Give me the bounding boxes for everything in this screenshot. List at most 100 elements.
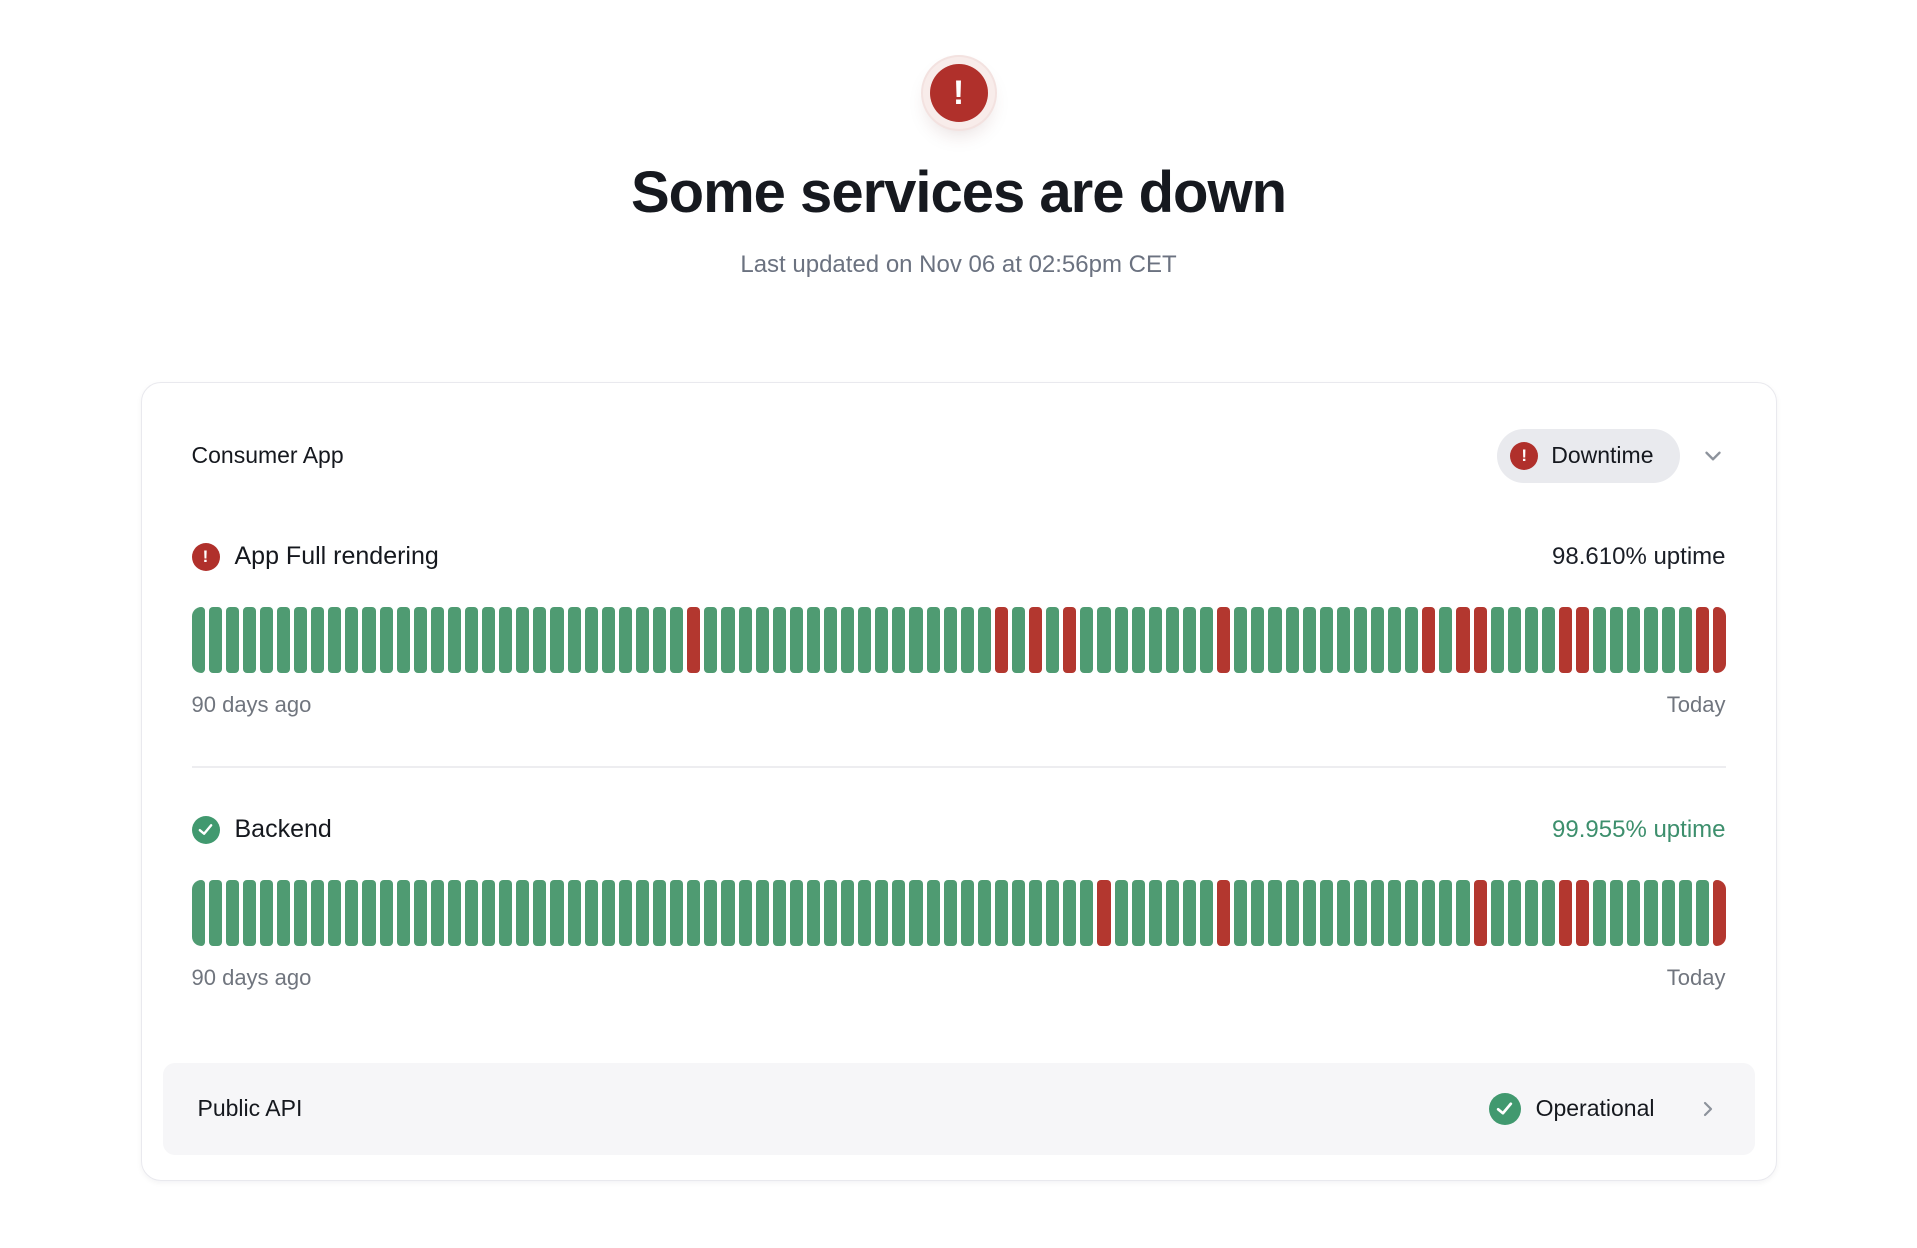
uptime-day-bar[interactable]: [1251, 879, 1265, 946]
uptime-day-bar[interactable]: [345, 879, 359, 946]
uptime-day-bar[interactable]: [533, 879, 547, 946]
uptime-day-bar[interactable]: [789, 606, 803, 673]
uptime-day-bar[interactable]: [875, 606, 889, 673]
uptime-day-bar[interactable]: [1388, 606, 1402, 673]
uptime-day-bar[interactable]: [1046, 606, 1060, 673]
uptime-day-bar[interactable]: [772, 879, 786, 946]
uptime-day-bar[interactable]: [396, 879, 410, 946]
uptime-day-bar[interactable]: [1336, 606, 1350, 673]
uptime-day-bar[interactable]: [755, 879, 769, 946]
uptime-day-bar[interactable]: [1456, 606, 1470, 673]
uptime-day-bar[interactable]: [1131, 879, 1145, 946]
uptime-day-bar[interactable]: [1200, 606, 1214, 673]
uptime-day-bar[interactable]: [943, 606, 957, 673]
uptime-day-bar[interactable]: [499, 606, 513, 673]
uptime-day-bar[interactable]: [1661, 879, 1675, 946]
downtime-status-badge[interactable]: ! Downtime: [1497, 428, 1680, 483]
uptime-day-bar[interactable]: [1080, 606, 1094, 673]
uptime-day-bar[interactable]: [345, 606, 359, 673]
uptime-day-bar[interactable]: [943, 879, 957, 946]
uptime-day-bar[interactable]: [1268, 606, 1282, 673]
uptime-day-bar[interactable]: [618, 606, 632, 673]
uptime-day-bar[interactable]: [1610, 606, 1624, 673]
uptime-day-bar[interactable]: [567, 879, 581, 946]
uptime-day-bar[interactable]: [1405, 879, 1419, 946]
uptime-day-bar[interactable]: [977, 606, 991, 673]
uptime-day-bar[interactable]: [1302, 606, 1316, 673]
uptime-day-bar[interactable]: [755, 606, 769, 673]
uptime-day-bar[interactable]: [841, 606, 855, 673]
uptime-day-bar[interactable]: [294, 606, 308, 673]
uptime-day-bar[interactable]: [362, 879, 376, 946]
uptime-day-bar[interactable]: [482, 879, 496, 946]
uptime-day-bar[interactable]: [1422, 606, 1436, 673]
uptime-day-bar[interactable]: [687, 879, 701, 946]
uptime-day-bar[interactable]: [875, 879, 889, 946]
uptime-day-bar[interactable]: [396, 606, 410, 673]
uptime-day-bar[interactable]: [259, 606, 273, 673]
uptime-day-bar[interactable]: [584, 879, 598, 946]
uptime-day-bar[interactable]: [1695, 606, 1709, 673]
uptime-day-bar[interactable]: [1302, 879, 1316, 946]
uptime-day-bar[interactable]: [1148, 879, 1162, 946]
uptime-day-bar[interactable]: [721, 879, 735, 946]
uptime-day-bar[interactable]: [1712, 879, 1726, 946]
uptime-day-bar[interactable]: [1712, 606, 1726, 673]
uptime-day-bar[interactable]: [806, 879, 820, 946]
uptime-day-bar[interactable]: [926, 879, 940, 946]
chevron-down-icon[interactable]: [1700, 443, 1726, 469]
uptime-day-bar[interactable]: [482, 606, 496, 673]
uptime-day-bar[interactable]: [1541, 606, 1555, 673]
uptime-day-bar[interactable]: [635, 606, 650, 673]
uptime-day-bar[interactable]: [1644, 606, 1658, 673]
uptime-day-bar[interactable]: [1473, 606, 1487, 673]
uptime-day-bar[interactable]: [1456, 879, 1470, 946]
uptime-day-bar[interactable]: [1507, 606, 1521, 673]
uptime-day-bar[interactable]: [225, 879, 239, 946]
uptime-day-bar[interactable]: [1507, 879, 1521, 946]
uptime-day-bar[interactable]: [858, 606, 872, 673]
uptime-day-bar[interactable]: [413, 606, 427, 673]
uptime-day-bar[interactable]: [328, 879, 342, 946]
uptime-day-bar[interactable]: [516, 606, 530, 673]
uptime-day-bar[interactable]: [1490, 879, 1504, 946]
uptime-day-bar[interactable]: [670, 879, 684, 946]
uptime-day-bar[interactable]: [1439, 606, 1453, 673]
uptime-day-bar[interactable]: [1165, 606, 1179, 673]
uptime-day-bar[interactable]: [191, 879, 205, 946]
uptime-day-bar[interactable]: [1182, 606, 1197, 673]
uptime-day-bar[interactable]: [499, 879, 513, 946]
uptime-day-bar[interactable]: [1217, 879, 1231, 946]
uptime-day-bar[interactable]: [1644, 879, 1658, 946]
uptime-day-bar[interactable]: [550, 606, 564, 673]
uptime-day-bar[interactable]: [1661, 606, 1675, 673]
uptime-day-bar[interactable]: [242, 879, 256, 946]
uptime-day-bar[interactable]: [447, 606, 461, 673]
uptime-day-bar[interactable]: [789, 879, 803, 946]
uptime-day-bar[interactable]: [1080, 879, 1094, 946]
uptime-day-bar[interactable]: [1490, 606, 1504, 673]
uptime-day-bar[interactable]: [1559, 606, 1573, 673]
uptime-day-bar[interactable]: [430, 879, 444, 946]
uptime-day-bar[interactable]: [858, 879, 872, 946]
uptime-day-bar[interactable]: [1268, 879, 1282, 946]
uptime-day-bar[interactable]: [225, 606, 239, 673]
uptime-day-bar[interactable]: [1063, 606, 1077, 673]
uptime-day-bar[interactable]: [704, 879, 718, 946]
uptime-day-bar[interactable]: [465, 879, 479, 946]
uptime-day-bar[interactable]: [1593, 879, 1607, 946]
uptime-day-bar[interactable]: [430, 606, 444, 673]
uptime-day-bar[interactable]: [994, 879, 1008, 946]
uptime-day-bar[interactable]: [994, 606, 1008, 673]
uptime-day-bar[interactable]: [1131, 606, 1145, 673]
uptime-day-bar[interactable]: [276, 879, 291, 946]
service-row-public-api[interactable]: Public API Operational: [162, 1062, 1755, 1155]
uptime-day-bar[interactable]: [550, 879, 564, 946]
uptime-day-bar[interactable]: [465, 606, 479, 673]
uptime-day-bar[interactable]: [892, 879, 906, 946]
uptime-day-bar[interactable]: [294, 879, 308, 946]
uptime-day-bar[interactable]: [1251, 606, 1265, 673]
uptime-day-bar[interactable]: [1524, 606, 1538, 673]
uptime-day-bar[interactable]: [1285, 606, 1299, 673]
uptime-day-bar[interactable]: [1353, 606, 1367, 673]
